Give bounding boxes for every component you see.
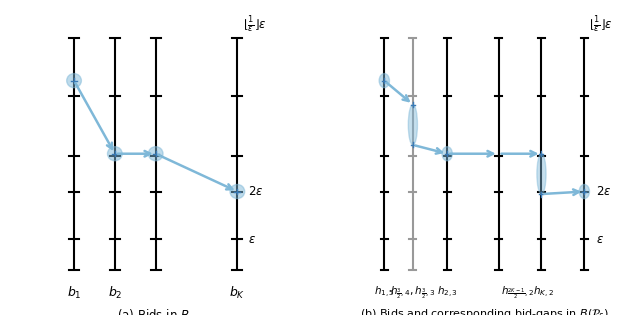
Ellipse shape [67,74,81,88]
Text: $h_{\frac{2K-1}{2},2}h_{K,2}$: $h_{\frac{2K-1}{2},2}h_{K,2}$ [500,285,554,301]
Text: $\epsilon$: $\epsilon$ [248,233,255,246]
Ellipse shape [442,147,452,161]
Text: $\epsilon$: $\epsilon$ [596,233,604,246]
Text: $\lfloor\frac{1}{\epsilon}\rfloor\epsilon$: $\lfloor\frac{1}{\epsilon}\rfloor\epsilo… [589,15,612,35]
Text: $h_{\frac{3}{2},4},h_{\frac{3}{2},3}$: $h_{\frac{3}{2},4},h_{\frac{3}{2},3}$ [390,285,435,301]
Text: $\lfloor\frac{1}{\epsilon}\rfloor\epsilon$: $\lfloor\frac{1}{\epsilon}\rfloor\epsilo… [243,15,268,35]
Text: $b_1$: $b_1$ [67,285,81,301]
Text: $b_K$: $b_K$ [229,285,246,301]
Text: (a) Bids in $B_\epsilon$: (a) Bids in $B_\epsilon$ [117,307,195,315]
Ellipse shape [379,74,390,88]
Text: $h_{2,3}$: $h_{2,3}$ [436,285,458,300]
Text: $b_2$: $b_2$ [108,285,122,301]
Ellipse shape [148,147,163,161]
Text: $2\epsilon$: $2\epsilon$ [596,185,611,198]
Text: $2\epsilon$: $2\epsilon$ [248,185,263,198]
Ellipse shape [537,154,546,194]
Ellipse shape [579,185,589,198]
Ellipse shape [230,185,244,198]
Ellipse shape [108,147,122,161]
Text: (b) Bids and corresponding bid-gaps in $B(\mathcal{P}_\epsilon)$: (b) Bids and corresponding bid-gaps in $… [360,307,609,315]
Ellipse shape [408,105,417,145]
Text: $h_{1,5}$: $h_{1,5}$ [374,285,395,300]
